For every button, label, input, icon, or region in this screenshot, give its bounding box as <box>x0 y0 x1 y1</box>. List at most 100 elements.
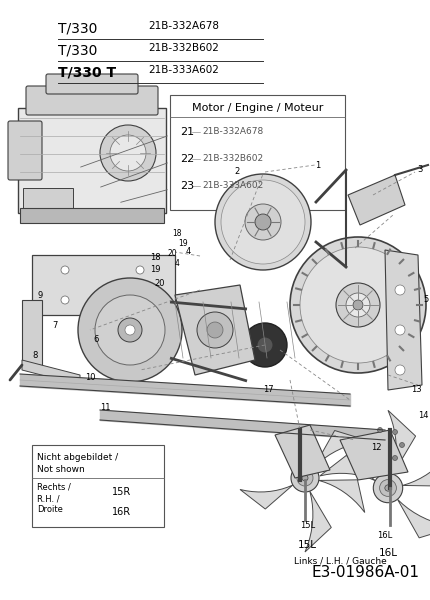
Circle shape <box>399 443 404 448</box>
Text: 17: 17 <box>262 385 273 395</box>
Text: 16L: 16L <box>377 530 392 539</box>
Text: 20: 20 <box>154 278 165 287</box>
Polygon shape <box>384 250 421 390</box>
Circle shape <box>197 312 233 348</box>
Text: 11: 11 <box>99 403 110 413</box>
Circle shape <box>379 479 396 496</box>
Text: Motor / Engine / Moteur: Motor / Engine / Moteur <box>191 103 322 113</box>
Circle shape <box>335 283 379 327</box>
Text: 4: 4 <box>175 259 179 268</box>
Polygon shape <box>347 175 404 225</box>
Text: T/330: T/330 <box>58 43 97 57</box>
Text: 18: 18 <box>172 229 181 238</box>
Text: 15R: 15R <box>112 487 131 497</box>
Circle shape <box>394 365 404 375</box>
Text: 8: 8 <box>32 350 37 359</box>
Circle shape <box>256 337 272 353</box>
Circle shape <box>215 174 310 270</box>
Text: 21: 21 <box>180 127 194 137</box>
Text: T/330: T/330 <box>58 21 97 35</box>
Polygon shape <box>402 452 430 486</box>
FancyBboxPatch shape <box>169 95 344 210</box>
Circle shape <box>377 427 381 433</box>
Text: 21B-332B602: 21B-332B602 <box>202 154 262 163</box>
Circle shape <box>95 295 165 365</box>
Text: 6: 6 <box>93 335 98 344</box>
Text: 16L: 16L <box>378 548 396 558</box>
Circle shape <box>255 214 270 230</box>
Text: 19: 19 <box>149 265 160 275</box>
Text: 15L: 15L <box>300 520 315 529</box>
FancyBboxPatch shape <box>23 188 73 216</box>
Circle shape <box>290 464 318 492</box>
Text: Rechts /: Rechts / <box>37 483 71 492</box>
Text: Links / L.H. / Gauche: Links / L.H. / Gauche <box>293 556 385 565</box>
Text: 12: 12 <box>370 443 381 452</box>
Circle shape <box>394 285 404 295</box>
Text: R.H. /: R.H. / <box>37 494 59 503</box>
Text: 21B-333A602: 21B-333A602 <box>147 65 218 75</box>
Text: 21B-332A678: 21B-332A678 <box>147 21 218 31</box>
Circle shape <box>392 455 396 461</box>
Text: Nicht abgebildet /: Nicht abgebildet / <box>37 453 118 462</box>
Text: Droite: Droite <box>37 505 63 514</box>
Text: 16R: 16R <box>112 507 131 517</box>
FancyBboxPatch shape <box>8 121 42 180</box>
FancyBboxPatch shape <box>26 86 158 115</box>
Circle shape <box>221 180 304 264</box>
Circle shape <box>394 325 404 335</box>
FancyBboxPatch shape <box>22 300 42 365</box>
Text: 1: 1 <box>315 160 320 169</box>
Text: 23: 23 <box>180 181 194 191</box>
Text: Not shown: Not shown <box>37 465 85 474</box>
Circle shape <box>384 485 390 491</box>
Text: 20: 20 <box>168 248 177 257</box>
Polygon shape <box>22 360 80 385</box>
Circle shape <box>243 323 286 367</box>
Circle shape <box>100 125 156 181</box>
Text: 18: 18 <box>149 253 160 263</box>
Polygon shape <box>319 455 375 481</box>
Polygon shape <box>387 410 415 474</box>
Circle shape <box>301 475 307 481</box>
Text: 7: 7 <box>52 320 58 329</box>
Circle shape <box>61 266 69 274</box>
Text: 13: 13 <box>410 385 421 395</box>
Circle shape <box>136 296 144 304</box>
Text: 19: 19 <box>178 238 187 247</box>
Text: 21B-332B602: 21B-332B602 <box>147 43 218 53</box>
Text: E3-01986A-01: E3-01986A-01 <box>311 565 419 580</box>
Polygon shape <box>339 430 407 480</box>
Text: 21B-332A678: 21B-332A678 <box>202 127 263 136</box>
Circle shape <box>345 293 369 317</box>
Text: 14: 14 <box>417 410 427 419</box>
Text: 10: 10 <box>85 373 95 383</box>
Circle shape <box>289 237 425 373</box>
Text: 15L: 15L <box>297 540 316 550</box>
Circle shape <box>299 247 415 363</box>
Circle shape <box>296 470 312 486</box>
Text: 21B-333A602: 21B-333A602 <box>202 181 263 190</box>
Text: 3: 3 <box>416 164 422 173</box>
Polygon shape <box>318 480 364 512</box>
Polygon shape <box>313 431 368 467</box>
FancyBboxPatch shape <box>32 445 164 527</box>
Text: 22: 22 <box>180 154 194 164</box>
Circle shape <box>125 325 135 335</box>
Polygon shape <box>396 499 430 538</box>
Text: 5: 5 <box>422 295 427 304</box>
Circle shape <box>118 318 141 342</box>
Circle shape <box>206 322 222 338</box>
FancyBboxPatch shape <box>46 74 138 94</box>
FancyBboxPatch shape <box>20 208 164 223</box>
Circle shape <box>352 300 362 310</box>
Polygon shape <box>175 285 255 375</box>
Polygon shape <box>32 255 175 315</box>
Text: 9: 9 <box>37 290 43 299</box>
Polygon shape <box>304 491 331 552</box>
Circle shape <box>61 296 69 304</box>
FancyBboxPatch shape <box>18 108 166 213</box>
Circle shape <box>78 278 181 382</box>
Circle shape <box>110 135 146 171</box>
Text: 4: 4 <box>185 247 190 257</box>
